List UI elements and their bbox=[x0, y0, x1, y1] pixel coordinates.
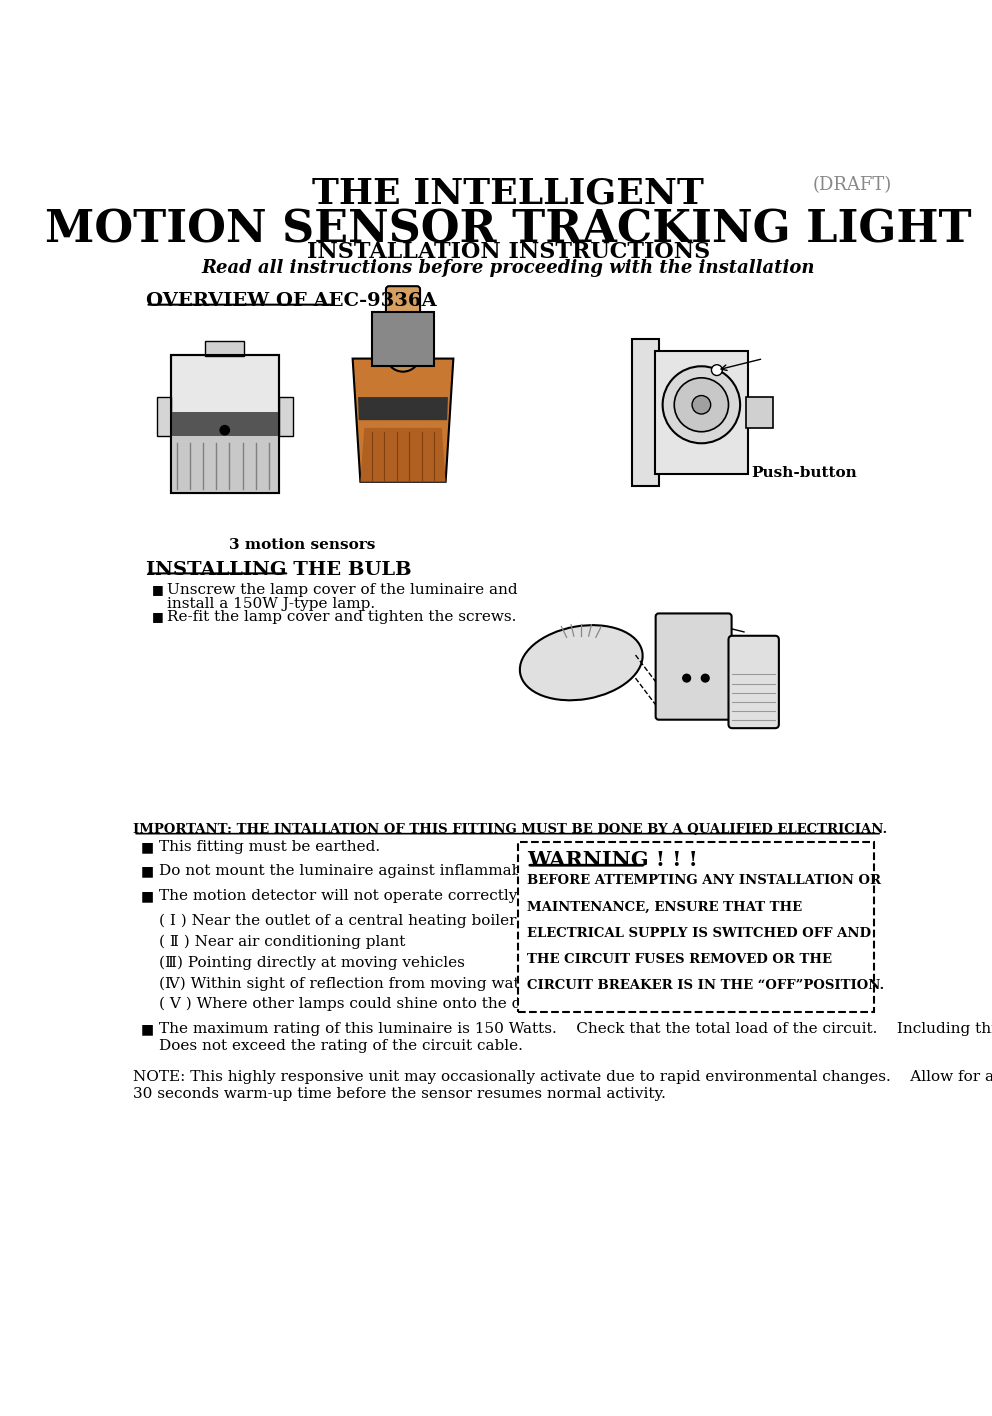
Text: NOTE: This highly responsive unit may occasionally activate due to rapid environ: NOTE: This highly responsive unit may oc… bbox=[133, 1070, 992, 1085]
Text: THE INTELLIGENT: THE INTELLIGENT bbox=[312, 176, 704, 210]
Bar bbox=[655, 351, 748, 474]
Ellipse shape bbox=[520, 624, 643, 701]
Circle shape bbox=[711, 365, 722, 375]
Text: Do not mount the luminaire against inflammable surfaces.: Do not mount the luminaire against infla… bbox=[159, 864, 610, 878]
Text: ■: ■ bbox=[141, 840, 154, 854]
Bar bbox=[372, 313, 434, 367]
Polygon shape bbox=[352, 358, 453, 481]
Text: Does not exceed the rating of the circuit cable.: Does not exceed the rating of the circui… bbox=[159, 1039, 523, 1054]
Text: ( Ⅴ ) Where other lamps could shine onto the detector: ( Ⅴ ) Where other lamps could shine onto… bbox=[159, 997, 576, 1011]
Text: THE CIRCUIT FUSES REMOVED OR THE: THE CIRCUIT FUSES REMOVED OR THE bbox=[527, 953, 832, 966]
FancyBboxPatch shape bbox=[386, 286, 420, 354]
Bar bbox=[171, 355, 279, 493]
Bar bbox=[171, 436, 279, 493]
Text: 3 motion sensors: 3 motion sensors bbox=[229, 538, 375, 552]
Text: INSTALLATION INSTRUCTIONS: INSTALLATION INSTRUCTIONS bbox=[307, 241, 710, 263]
Polygon shape bbox=[360, 428, 445, 481]
FancyBboxPatch shape bbox=[728, 636, 779, 728]
Circle shape bbox=[220, 426, 229, 435]
Text: (Ⅲ) Pointing directly at moving vehicles: (Ⅲ) Pointing directly at moving vehicles bbox=[159, 956, 464, 970]
Text: CIRCUIT BREAKER IS IN THE “OFF”POSITION.: CIRCUIT BREAKER IS IN THE “OFF”POSITION. bbox=[527, 980, 884, 993]
Circle shape bbox=[663, 367, 740, 443]
Bar bbox=[171, 355, 279, 493]
Text: Unscrew the lamp cover of the luminaire and: Unscrew the lamp cover of the luminaire … bbox=[168, 582, 518, 596]
Bar bbox=[657, 401, 719, 423]
Bar bbox=[279, 396, 293, 436]
Text: ( Ⅱ ) Near air conditioning plant: ( Ⅱ ) Near air conditioning plant bbox=[159, 935, 406, 949]
Bar bbox=[632, 340, 659, 486]
Text: ■: ■ bbox=[152, 582, 164, 596]
Bar bbox=[171, 412, 279, 436]
Circle shape bbox=[675, 378, 728, 432]
Polygon shape bbox=[358, 396, 448, 421]
Text: Push-button: Push-button bbox=[752, 466, 857, 480]
Text: 30 seconds warm-up time before the sensor resumes normal activity.: 30 seconds warm-up time before the senso… bbox=[133, 1087, 667, 1102]
Text: (Ⅳ) Within sight of reflection from moving water: (Ⅳ) Within sight of reflection from movi… bbox=[159, 976, 536, 991]
Circle shape bbox=[692, 395, 710, 413]
Text: ■: ■ bbox=[141, 864, 154, 878]
Text: ■: ■ bbox=[152, 610, 164, 623]
Text: (DRAFT): (DRAFT) bbox=[812, 176, 892, 194]
Text: MAINTENANCE, ENSURE THAT THE: MAINTENANCE, ENSURE THAT THE bbox=[527, 901, 803, 913]
Text: ■: ■ bbox=[141, 889, 154, 903]
Text: MOTION SENSOR TRACKING LIGHT: MOTION SENSOR TRACKING LIGHT bbox=[45, 208, 972, 252]
Bar bbox=[746, 396, 773, 428]
Bar bbox=[157, 396, 171, 436]
FancyBboxPatch shape bbox=[656, 613, 732, 719]
Text: Re-fit the lamp cover and tighten the screws.: Re-fit the lamp cover and tighten the sc… bbox=[168, 610, 517, 624]
Circle shape bbox=[386, 338, 420, 371]
Text: This fitting must be earthed.: This fitting must be earthed. bbox=[159, 840, 380, 854]
Circle shape bbox=[682, 674, 690, 683]
Text: ELECTRICAL SUPPLY IS SWITCHED OFF AND: ELECTRICAL SUPPLY IS SWITCHED OFF AND bbox=[527, 927, 871, 940]
Text: BEFORE ATTEMPTING ANY INSTALLATION OR: BEFORE ATTEMPTING ANY INSTALLATION OR bbox=[527, 875, 881, 888]
Text: IMPORTANT: THE INTALLATION OF THIS FITTING MUST BE DONE BY A QUALIFIED ELECTRICI: IMPORTANT: THE INTALLATION OF THIS FITTI… bbox=[133, 823, 888, 835]
Text: install a 150W J-type lamp.: install a 150W J-type lamp. bbox=[168, 596, 376, 610]
Text: OVERVIEW OF AEC-9336A: OVERVIEW OF AEC-9336A bbox=[146, 292, 436, 310]
Bar bbox=[518, 843, 874, 1011]
Text: Read all instructions before proceeding with the installation: Read all instructions before proceeding … bbox=[201, 259, 815, 278]
Circle shape bbox=[701, 674, 709, 683]
Bar bbox=[205, 341, 244, 357]
Text: ■: ■ bbox=[141, 1022, 154, 1037]
Text: The motion detector will not operate correctly if it is installed:: The motion detector will not operate cor… bbox=[159, 889, 642, 903]
Text: ( Ⅰ ) Near the outlet of a central heating boiler: ( Ⅰ ) Near the outlet of a central heati… bbox=[159, 913, 517, 927]
Text: WARNING ! ! !: WARNING ! ! ! bbox=[527, 850, 697, 869]
Text: INSTALLING THE BULB: INSTALLING THE BULB bbox=[146, 561, 412, 579]
Text: The maximum rating of this luminaire is 150 Watts.    Check that the total load : The maximum rating of this luminaire is … bbox=[159, 1022, 992, 1037]
